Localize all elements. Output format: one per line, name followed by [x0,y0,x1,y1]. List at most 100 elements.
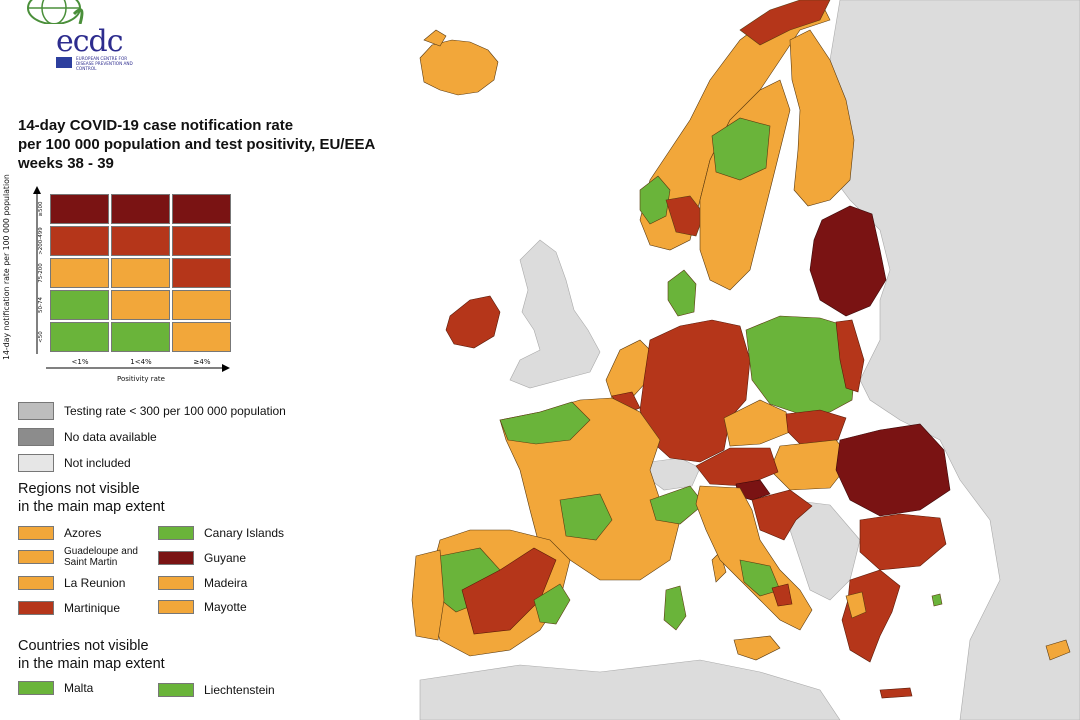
finland-region [789,29,855,207]
switzerland-region [647,457,701,491]
matrix-cell [172,258,231,288]
legend-swatch [18,402,54,420]
country-malta: Malta [18,681,93,695]
croatia-region [751,489,813,541]
matrix-cell [50,322,109,352]
region-swatch [18,550,54,564]
region-canary-islands: Canary Islands [158,526,284,540]
spain-east-green-region [533,583,571,625]
ecdc-logo: ecdc EUROPEAN CENTRE FOR DISEASE PREVENT… [14,0,134,80]
matrix-cell [111,194,170,224]
regions-heading-line-2: in the main map extent [18,499,165,515]
france-southeast-green-region [649,485,705,525]
matrix-cell [111,258,170,288]
sweden-green-region [711,117,771,181]
region-swatch [18,526,54,540]
region-guyane: Guyane [158,551,246,565]
matrix-cell [50,258,109,288]
legend-label: Testing rate < 300 per 100 000 populatio… [64,404,286,418]
greece-orange-region [845,591,867,619]
map-title: 14-day COVID-19 case notification rate p… [18,116,438,173]
countries-heading-line-1: Countries not visible [18,638,149,654]
region-la-reunion: La Reunion [18,576,125,590]
italy-green-region [739,559,781,597]
country-swatch [18,681,54,695]
region-martinique: Martinique [18,601,120,615]
country-swatch [158,683,194,697]
country-liechtenstein: Liechtenstein [158,683,275,697]
italy-red-region [771,583,793,607]
eu-flag-icon [56,57,72,68]
region-swatch [158,600,194,614]
title-line-1: 14-day COVID-19 case notification rate [18,117,294,134]
logo-wordmark: ecdc [56,24,124,59]
region-swatch [18,601,54,615]
greece-region [841,569,901,663]
balkans-region [789,499,861,601]
region-label: Azores [64,526,102,540]
matrix-cell [111,322,170,352]
x-axis-arrow [46,364,230,372]
cyprus-region [1045,639,1071,661]
sardinia-region [663,585,687,631]
region-label: Martinique [64,601,121,615]
romania-region [835,423,951,517]
matrix-cell [111,290,170,320]
matrix-cell [50,226,109,256]
x-axis-label: Positivity rate [117,375,165,383]
title-line-2: per 100 000 population and test positivi… [18,136,376,153]
matrix-cell [172,322,231,352]
region-label: Canary Islands [204,526,285,540]
country-label: Liechtenstein [204,683,275,697]
matrix-cell [172,194,231,224]
norway-region [639,0,831,251]
crete-region [879,687,913,699]
country-label: Malta [64,681,94,695]
region-label: Guadeloupe and Saint Martin [64,546,138,568]
portugal-region [411,549,445,641]
legend-swatch [18,454,54,472]
legend-testing-rate: Testing rate < 300 per 100 000 populatio… [18,402,286,420]
poland-east-region [835,319,865,393]
globe-icon [27,0,84,24]
y-axis-label: 14-day notification rate per 100 000 pop… [2,174,11,360]
spain-red-region [461,547,557,635]
region-guadeloupe: Guadeloupe and Saint Martin [18,546,148,568]
y-axis-arrow [33,186,41,354]
region-swatch [18,576,54,590]
countries-heading-line-2: in the main map extent [18,656,165,672]
iceland-north-region [423,29,447,47]
ireland-region [445,295,501,349]
matrix-cell [172,226,231,256]
austria-region [695,447,779,487]
matrix-col-label: <1% [71,358,89,366]
countries-heading: Countries not visible in the main map ex… [18,637,165,673]
france-green-region [499,401,591,445]
matrix-row-label: >200-499 [38,227,44,255]
matrix-cell [50,194,109,224]
legend-label: No data available [64,430,157,444]
region-swatch [158,551,194,565]
matrix-row-label: 50-74 [38,297,44,313]
legend-no-data: No data available [18,428,157,446]
region-swatch [158,576,194,590]
matrix-cell [172,290,231,320]
uk-region [509,239,601,389]
norway-north-red-region [739,0,831,46]
legend-label: Not included [64,456,131,470]
france-region [499,397,681,581]
matrix-row-label: ≥500 [38,201,44,217]
region-label: Mayotte [204,600,247,614]
regions-heading: Regions not visible in the main map exte… [18,480,165,516]
region-label: La Reunion [64,576,126,590]
baltics-region [809,205,887,317]
bulgaria-region [859,513,947,571]
poland-region [745,315,857,415]
logo-subtitle: EUROPEAN CENTRE FOR DISEASE PREVENTION A… [76,56,133,71]
region-madeira: Madeira [158,576,247,590]
title-line-3: weeks 38 - 39 [18,155,114,172]
region-swatch [158,526,194,540]
region-mayotte: Mayotte [158,600,247,614]
north-africa-region [419,659,841,720]
france-south-green-region [559,493,613,541]
